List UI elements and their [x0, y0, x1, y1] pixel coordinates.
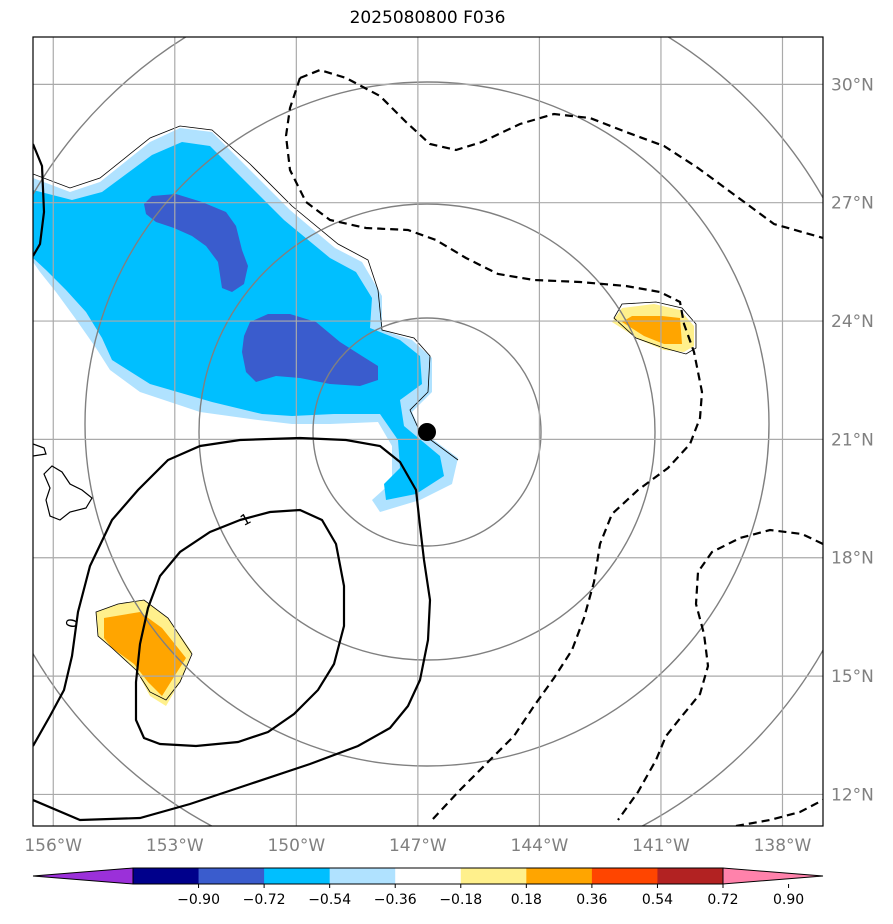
colorbar-segment — [329, 868, 396, 884]
lat-tick-label: 21°N — [831, 430, 874, 450]
colorbar-tick-label: 0.18 — [511, 892, 542, 908]
lon-tick-label: 147°W — [389, 836, 447, 856]
colorbar: −0.90 −0.72 −0.54 −0.36 −0.18 0.18 0.36 0.54 0.7… — [32, 867, 824, 908]
colorbar-extend-high — [722, 867, 824, 885]
colorbar-segment — [460, 868, 527, 884]
contour-label-0: 0 — [62, 617, 81, 630]
dashed-contour-a — [299, 68, 823, 240]
lat-tick-label: 15°N — [831, 667, 874, 687]
dashed-contour-b — [284, 77, 704, 821]
positive-anomaly-region-east — [612, 301, 697, 355]
colorbar-segment — [198, 868, 265, 884]
dashed-contour-c — [617, 528, 823, 821]
range-ring-3 — [84, 81, 770, 767]
plot-frame — [32, 36, 824, 827]
range-ring-1 — [312, 317, 542, 547]
center-marker — [418, 423, 436, 441]
colorbar-tick-label: −0.90 — [177, 892, 220, 908]
latitude-labels: 12°N 15°N 18°N 21°N 24°N 27°N 30°N — [831, 75, 874, 805]
chart-title: 2025080800 F036 — [349, 8, 506, 28]
positive-anomaly-region-west — [95, 599, 193, 706]
lon-tick-label: 156°W — [24, 836, 82, 856]
lon-tick-label: 138°W — [754, 836, 812, 856]
colorbar-tick-label: −0.54 — [308, 892, 351, 908]
coastline — [33, 443, 93, 521]
colorbar-tick-label: 0.36 — [576, 892, 607, 908]
range-rings — [33, 37, 823, 826]
hawaii-island — [43, 465, 93, 521]
lon-tick-label: 150°W — [267, 836, 325, 856]
contour-1 — [134, 508, 346, 748]
contour-2 — [33, 143, 46, 257]
lon-tick-label: 153°W — [146, 836, 204, 856]
solid-contours — [33, 143, 432, 822]
colorbar-tick-label: 0.72 — [707, 892, 738, 908]
colorbar-extend-low — [32, 867, 134, 885]
dashed-contours — [284, 68, 823, 826]
lat-tick-label: 12°N — [831, 785, 874, 805]
colorbar-tick-label: −0.36 — [374, 892, 417, 908]
dashed-contour-d — [735, 799, 823, 826]
colorbar-tick-label: 0.54 — [642, 892, 673, 908]
lat-tick-label: 18°N — [831, 549, 874, 569]
colorbar-tick-label: 0.90 — [773, 892, 804, 908]
contour-0 — [33, 436, 432, 822]
colorbar-segment — [133, 868, 200, 884]
lat-tick-label: 30°N — [831, 75, 874, 95]
colorbar-segment — [395, 868, 462, 884]
range-ring-2 — [198, 203, 656, 661]
colorbar-segment — [526, 868, 593, 884]
lat-tick-label: 24°N — [831, 312, 874, 332]
colorbar-frame — [132, 867, 724, 885]
colorbar-tick-label: −0.18 — [439, 892, 482, 908]
colorbar-segment — [591, 868, 658, 884]
longitude-labels: 156°W 153°W 150°W 147°W 144°W 141°W 138°W — [24, 836, 811, 856]
lon-tick-label: 144°W — [511, 836, 569, 856]
lat-tick-label: 27°N — [831, 194, 874, 214]
lon-tick-label: 141°W — [632, 836, 690, 856]
gridlines — [33, 37, 823, 826]
colorbar-segment — [657, 868, 724, 884]
colorbar-tick-label: −0.72 — [243, 892, 286, 908]
colorbar-segment — [264, 868, 331, 884]
maui-coast — [33, 443, 47, 457]
